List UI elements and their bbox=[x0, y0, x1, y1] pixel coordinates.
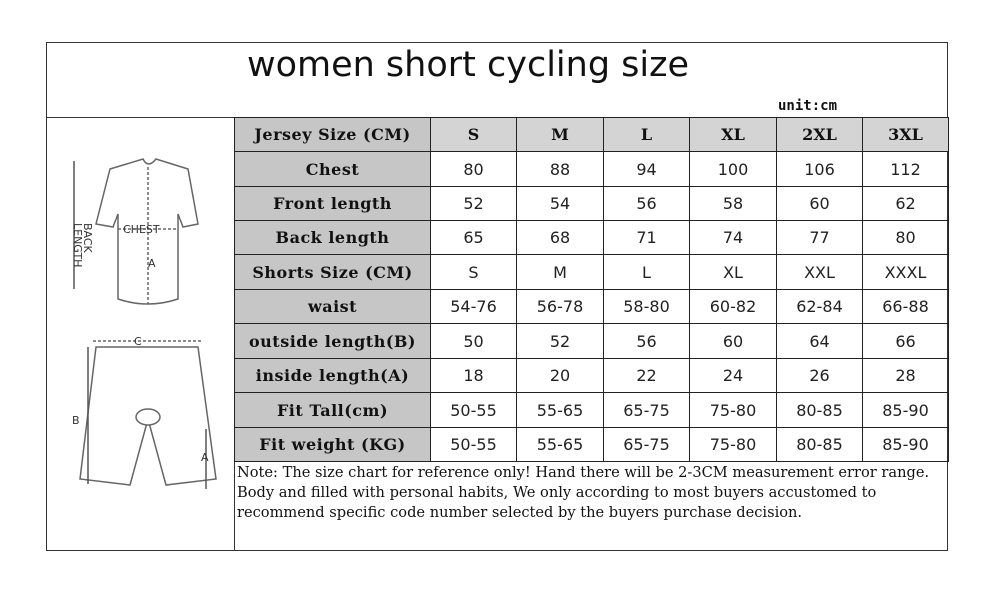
row-label: Shorts Size (CM) bbox=[234, 254, 431, 290]
row-label: Front length bbox=[234, 186, 431, 221]
cell: 52 bbox=[430, 186, 517, 221]
label: CHEST bbox=[123, 223, 160, 236]
cell: XXL bbox=[776, 254, 863, 290]
cell: 71 bbox=[603, 220, 690, 255]
cell: 75-80 bbox=[689, 392, 777, 428]
cell: 54 bbox=[516, 186, 604, 221]
cell: 60 bbox=[689, 323, 777, 359]
row-label: Back length bbox=[234, 220, 431, 255]
shorts-drawing bbox=[79, 340, 217, 489]
cell: 66-88 bbox=[862, 289, 949, 324]
row-label: Jersey Size (CM) bbox=[234, 117, 431, 152]
unit: unit:cm bbox=[778, 98, 838, 114]
cell: 62-84 bbox=[776, 289, 863, 324]
cell: S bbox=[430, 254, 517, 290]
cell: 24 bbox=[689, 358, 777, 393]
cell: 80-85 bbox=[776, 392, 863, 428]
row-label: Chest bbox=[234, 151, 431, 187]
cell: 28 bbox=[862, 358, 949, 393]
cell: 88 bbox=[516, 151, 604, 187]
cell: 85-90 bbox=[862, 427, 949, 462]
cell: 77 bbox=[776, 220, 863, 255]
cell: S bbox=[430, 117, 517, 152]
cell: 68 bbox=[516, 220, 604, 255]
cell: 22 bbox=[603, 358, 690, 393]
cell: 55-65 bbox=[516, 392, 604, 428]
cell: 80 bbox=[430, 151, 517, 187]
row-label: inside length(A) bbox=[234, 358, 431, 393]
row-label: Fit weight (KG) bbox=[234, 427, 431, 462]
cell: 94 bbox=[603, 151, 690, 187]
cell: 56 bbox=[603, 323, 690, 359]
cell: 65 bbox=[430, 220, 517, 255]
label: C bbox=[134, 335, 142, 348]
cell: 55-65 bbox=[516, 427, 604, 462]
cell: 106 bbox=[776, 151, 863, 187]
cell: 2XL bbox=[776, 117, 863, 152]
cell: 26 bbox=[776, 358, 863, 393]
cell: 52 bbox=[516, 323, 604, 359]
cell: 3XL bbox=[862, 117, 949, 152]
cell: 58-80 bbox=[603, 289, 690, 324]
cell: 85-90 bbox=[862, 392, 949, 428]
label: A bbox=[201, 451, 209, 464]
label: BACK bbox=[81, 223, 94, 254]
cell: 65-75 bbox=[603, 427, 690, 462]
cell: M bbox=[516, 117, 604, 152]
cell: 100 bbox=[689, 151, 777, 187]
cell: 64 bbox=[776, 323, 863, 359]
cell: XL bbox=[689, 254, 777, 290]
cell: M bbox=[516, 254, 604, 290]
cell: 80 bbox=[862, 220, 949, 255]
cell: L bbox=[603, 254, 690, 290]
label: B bbox=[72, 414, 80, 427]
cell: 75-80 bbox=[689, 427, 777, 462]
cell: 60-82 bbox=[689, 289, 777, 324]
cell: 66 bbox=[862, 323, 949, 359]
row-label: outside length(B) bbox=[234, 323, 431, 359]
title: women short cycling size bbox=[246, 45, 690, 85]
cell: 62 bbox=[862, 186, 949, 221]
cell: 80-85 bbox=[776, 427, 863, 462]
label: A bbox=[148, 257, 156, 270]
diagram: CHEST BACK LENGTH A C B A bbox=[71, 158, 217, 489]
cell: 58 bbox=[689, 186, 777, 221]
frame bbox=[46, 42, 948, 551]
row-label: waist bbox=[234, 289, 431, 324]
note: Note: The size chart for reference only!… bbox=[237, 464, 930, 521]
cell: L bbox=[603, 117, 690, 152]
cell: 18 bbox=[430, 358, 517, 393]
cell: 50-55 bbox=[430, 427, 517, 462]
cell: 20 bbox=[516, 358, 604, 393]
cell: 56-78 bbox=[516, 289, 604, 324]
cell: 56 bbox=[603, 186, 690, 221]
jersey-drawing bbox=[73, 158, 199, 305]
cell: 74 bbox=[689, 220, 777, 255]
cell: 112 bbox=[862, 151, 949, 187]
cell: 54-76 bbox=[430, 289, 517, 324]
cell: 50-55 bbox=[430, 392, 517, 428]
cell: 50 bbox=[430, 323, 517, 359]
cell: XXXL bbox=[862, 254, 949, 290]
cell: 65-75 bbox=[603, 392, 690, 428]
cell: XL bbox=[689, 117, 777, 152]
cell: 60 bbox=[776, 186, 863, 221]
row-label: Fit Tall(cm) bbox=[234, 392, 431, 428]
label: LENGTH bbox=[71, 223, 84, 267]
